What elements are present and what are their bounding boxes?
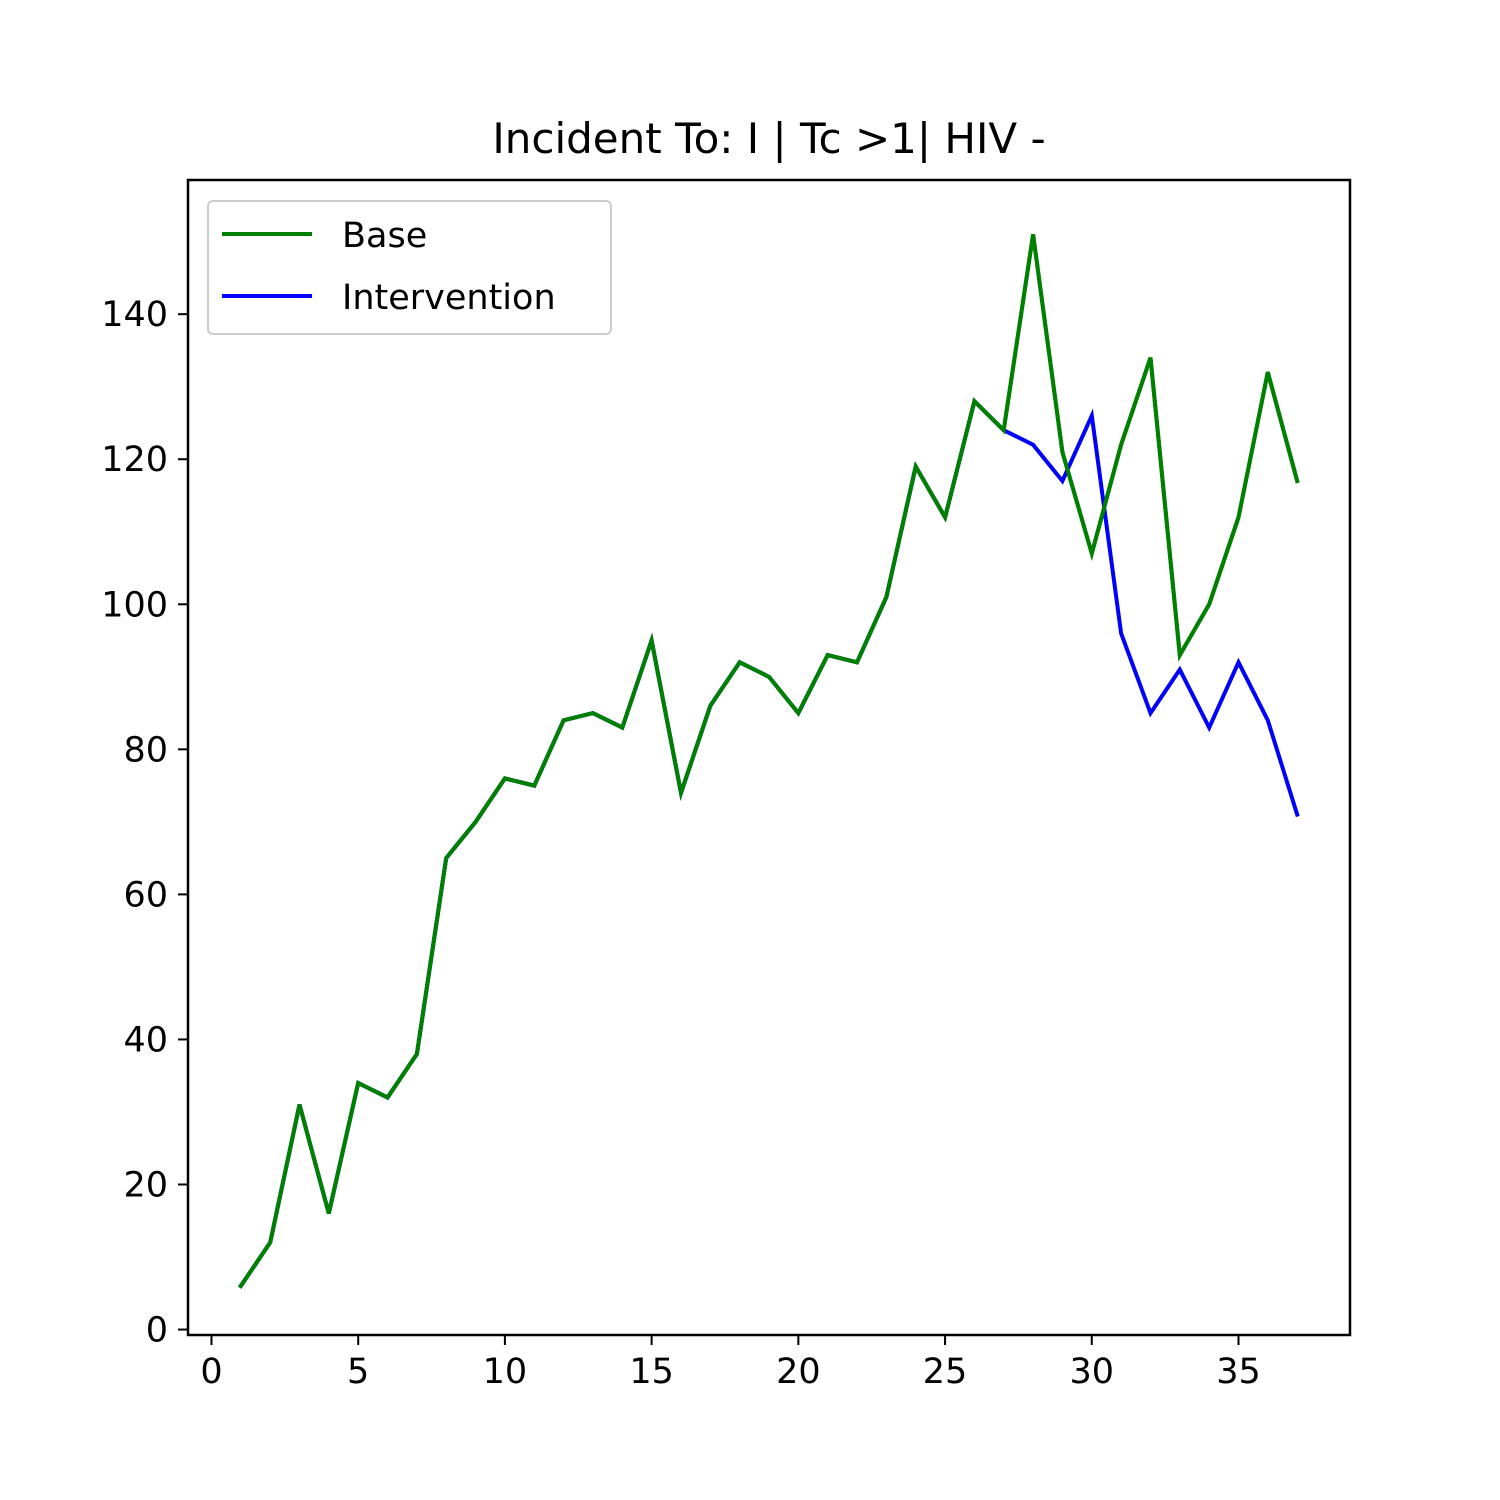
axes-layer: 0 5 10 15 20 25 30 35 0 20 40 60 80 100 120 140 (101, 178, 1352, 1392)
legend-label: Intervention (342, 278, 556, 318)
plot-background (188, 180, 1350, 1335)
x-tick-label: 0 (200, 1352, 222, 1392)
chart-title: Incident To: I | Tc >1| HIV - (492, 114, 1045, 163)
x-tick-label: 35 (1216, 1352, 1261, 1392)
legend: Base Intervention (207, 200, 612, 335)
x-tick-label: 25 (923, 1352, 968, 1392)
x-tick-label: 15 (629, 1352, 674, 1392)
legend-label: Base (342, 216, 427, 256)
y-tick-label: 120 (101, 440, 168, 480)
x-tick-label: 10 (483, 1352, 528, 1392)
y-tick-label: 40 (123, 1020, 168, 1060)
x-tick-label: 5 (347, 1352, 369, 1392)
axes-frame (186, 178, 1352, 1337)
y-tick-label: 140 (101, 295, 168, 335)
series-layer (238, 234, 1300, 1289)
x-tick-label: 30 (1070, 1352, 1115, 1392)
y-tick-label: 100 (101, 585, 168, 625)
y-tick-label: 80 (123, 730, 168, 770)
y-tick-label: 0 (146, 1311, 168, 1351)
x-tick-label: 20 (776, 1352, 821, 1392)
series-line-base-overlay (238, 234, 1300, 1289)
plot-area (188, 180, 1350, 1335)
y-tick-label: 60 (123, 875, 168, 915)
y-tick-label: 20 (123, 1166, 168, 1206)
